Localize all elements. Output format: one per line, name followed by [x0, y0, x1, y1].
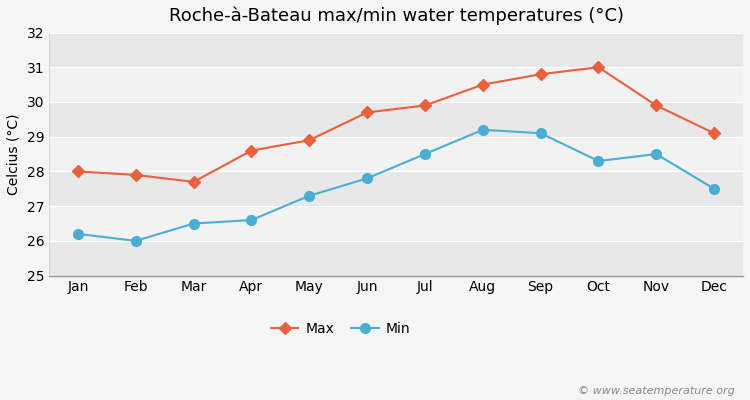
- Bar: [49, 102, 743, 137]
- Bar: [49, 172, 743, 206]
- Y-axis label: Celcius (°C): Celcius (°C): [7, 113, 21, 195]
- Bar: [49, 67, 743, 102]
- Bar: [49, 241, 743, 276]
- Bar: [49, 32, 743, 67]
- Bar: [49, 137, 743, 172]
- Title: Roche-à-Bateau max/min water temperatures (°C): Roche-à-Bateau max/min water temperature…: [169, 7, 623, 26]
- Bar: [49, 206, 743, 241]
- Legend: Max, Min: Max, Min: [266, 316, 416, 342]
- Text: © www.seatemperature.org: © www.seatemperature.org: [578, 386, 735, 396]
